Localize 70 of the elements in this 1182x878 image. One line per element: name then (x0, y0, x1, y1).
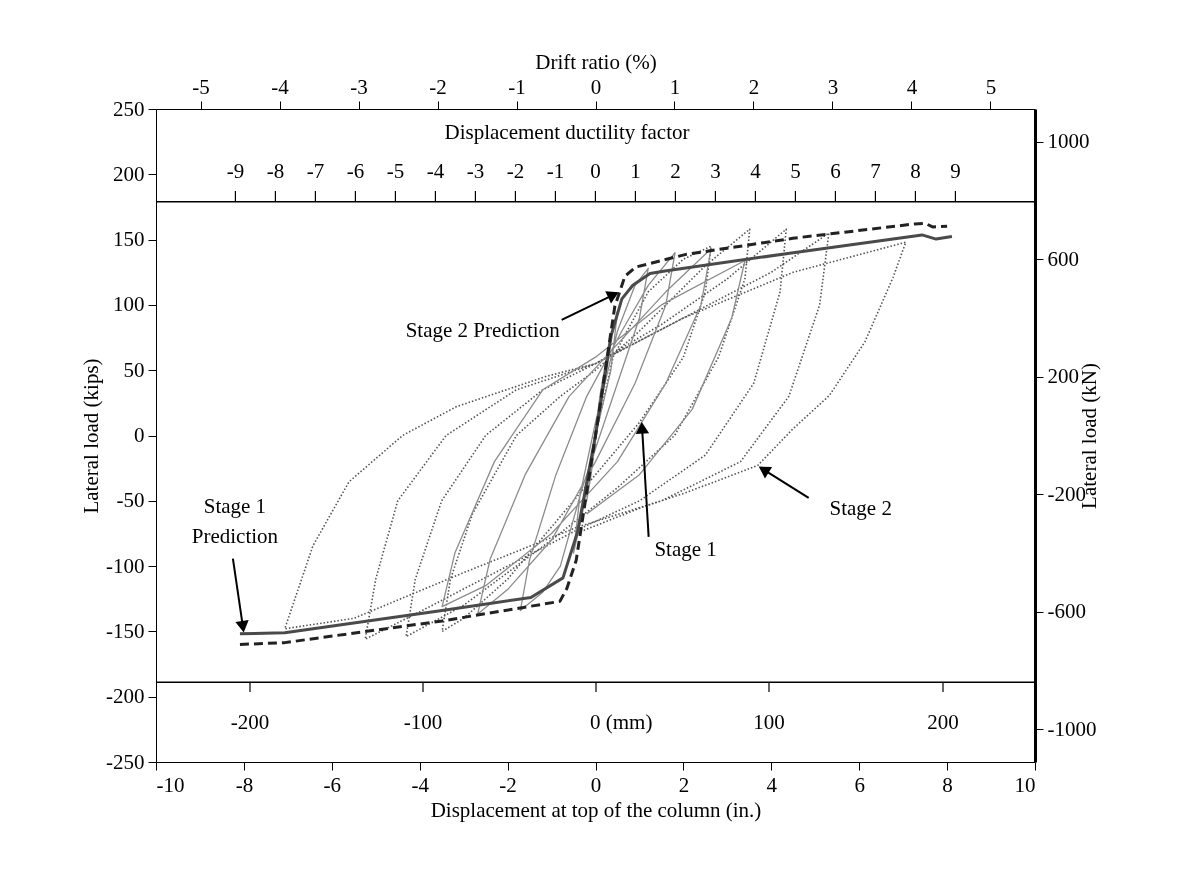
y-tick-label: -200 (106, 684, 145, 709)
y-tick-label: -150 (106, 618, 145, 643)
y-tick-label: 200 (113, 161, 145, 186)
annotation: -100 (403, 710, 443, 734)
annotation: 2 (670, 159, 681, 183)
annotation: -8 (266, 159, 285, 183)
x2-tick-label: 3 (827, 74, 839, 99)
annotation: Stage 2 (829, 495, 892, 520)
x2-tick-label: -3 (350, 74, 368, 99)
x2-tick-label: -1 (508, 74, 526, 99)
annotation: Stage 2 Prediction (405, 317, 561, 342)
x-tick-label: 0 (590, 772, 602, 797)
annotation: 7 (870, 159, 881, 183)
y2-tick-label: -1000 (1047, 716, 1097, 741)
annotation: -4 (426, 159, 445, 183)
annotation: 4 (750, 159, 762, 183)
y-tick-label: 100 (113, 292, 145, 317)
y2-tick-label: 1000 (1047, 129, 1090, 154)
x2-tick-label: 2 (748, 74, 760, 99)
annotation: 1 (630, 159, 641, 183)
annotation: Stage 1 (654, 536, 717, 561)
annotation: 9 (950, 159, 961, 183)
annotation: -5 (386, 159, 405, 183)
annotation: Stage 1 Prediction (191, 493, 279, 548)
annotation: 100 (753, 710, 785, 734)
y-tick-label: 0 (134, 423, 145, 447)
y2-tick-label: -600 (1047, 599, 1086, 624)
annotation: -2 (506, 159, 525, 183)
annotation: 6 (830, 159, 841, 183)
x2-tick-label: -2 (429, 74, 447, 99)
annotation: -200 (230, 710, 270, 734)
y-axis-title: Lateral load (kips) (79, 358, 104, 514)
x-axis-title: Displacement at top of the column (in.) (430, 797, 762, 822)
x-tick-label: -10 (156, 772, 185, 797)
x2-tick-label: -5 (192, 74, 210, 99)
x2-axis-title: Drift ratio (%) (535, 49, 657, 74)
annotation: 3 (710, 159, 721, 183)
annotation: 5 (790, 159, 801, 183)
x2-tick-label: -4 (271, 74, 290, 99)
annotation: Displacement ductility factor (444, 120, 690, 144)
x2-tick-label: 5 (985, 74, 997, 99)
x-tick-label: -2 (499, 772, 517, 797)
x2-tick-label: 1 (669, 74, 681, 99)
y-tick-label: 150 (113, 227, 145, 252)
x-tick-label: -6 (323, 772, 342, 797)
x-tick-label: 6 (854, 772, 865, 797)
y-tick-label: 250 (113, 96, 145, 121)
y-tick-label: -250 (106, 749, 145, 774)
annotation: 0 (590, 159, 601, 183)
y-tick-label: -100 (106, 553, 145, 578)
x-tick-label: -4 (411, 772, 430, 797)
annotation: -6 (346, 159, 365, 183)
annotation: -9 (226, 159, 245, 183)
annotation: 8 (910, 159, 921, 183)
y-tick-label: 50 (123, 357, 145, 382)
x-tick-label: -8 (235, 772, 254, 797)
annotation: 0 (mm) (590, 710, 653, 734)
x2-tick-label: 4 (906, 74, 918, 99)
y2-tick-label: 600 (1047, 246, 1079, 271)
annotation: -7 (306, 159, 325, 183)
y-tick-label: -50 (116, 488, 145, 513)
annotation: -3 (466, 159, 485, 183)
x-tick-label: 4 (766, 772, 778, 797)
annotation: -1 (546, 159, 565, 183)
x-tick-label: 10 (1014, 772, 1036, 797)
annotation: 200 (927, 710, 959, 734)
x-tick-label: 8 (942, 772, 953, 797)
x2-tick-label: 0 (590, 74, 602, 99)
y2-tick-label: 200 (1047, 364, 1079, 389)
x-tick-label: 2 (678, 772, 690, 797)
